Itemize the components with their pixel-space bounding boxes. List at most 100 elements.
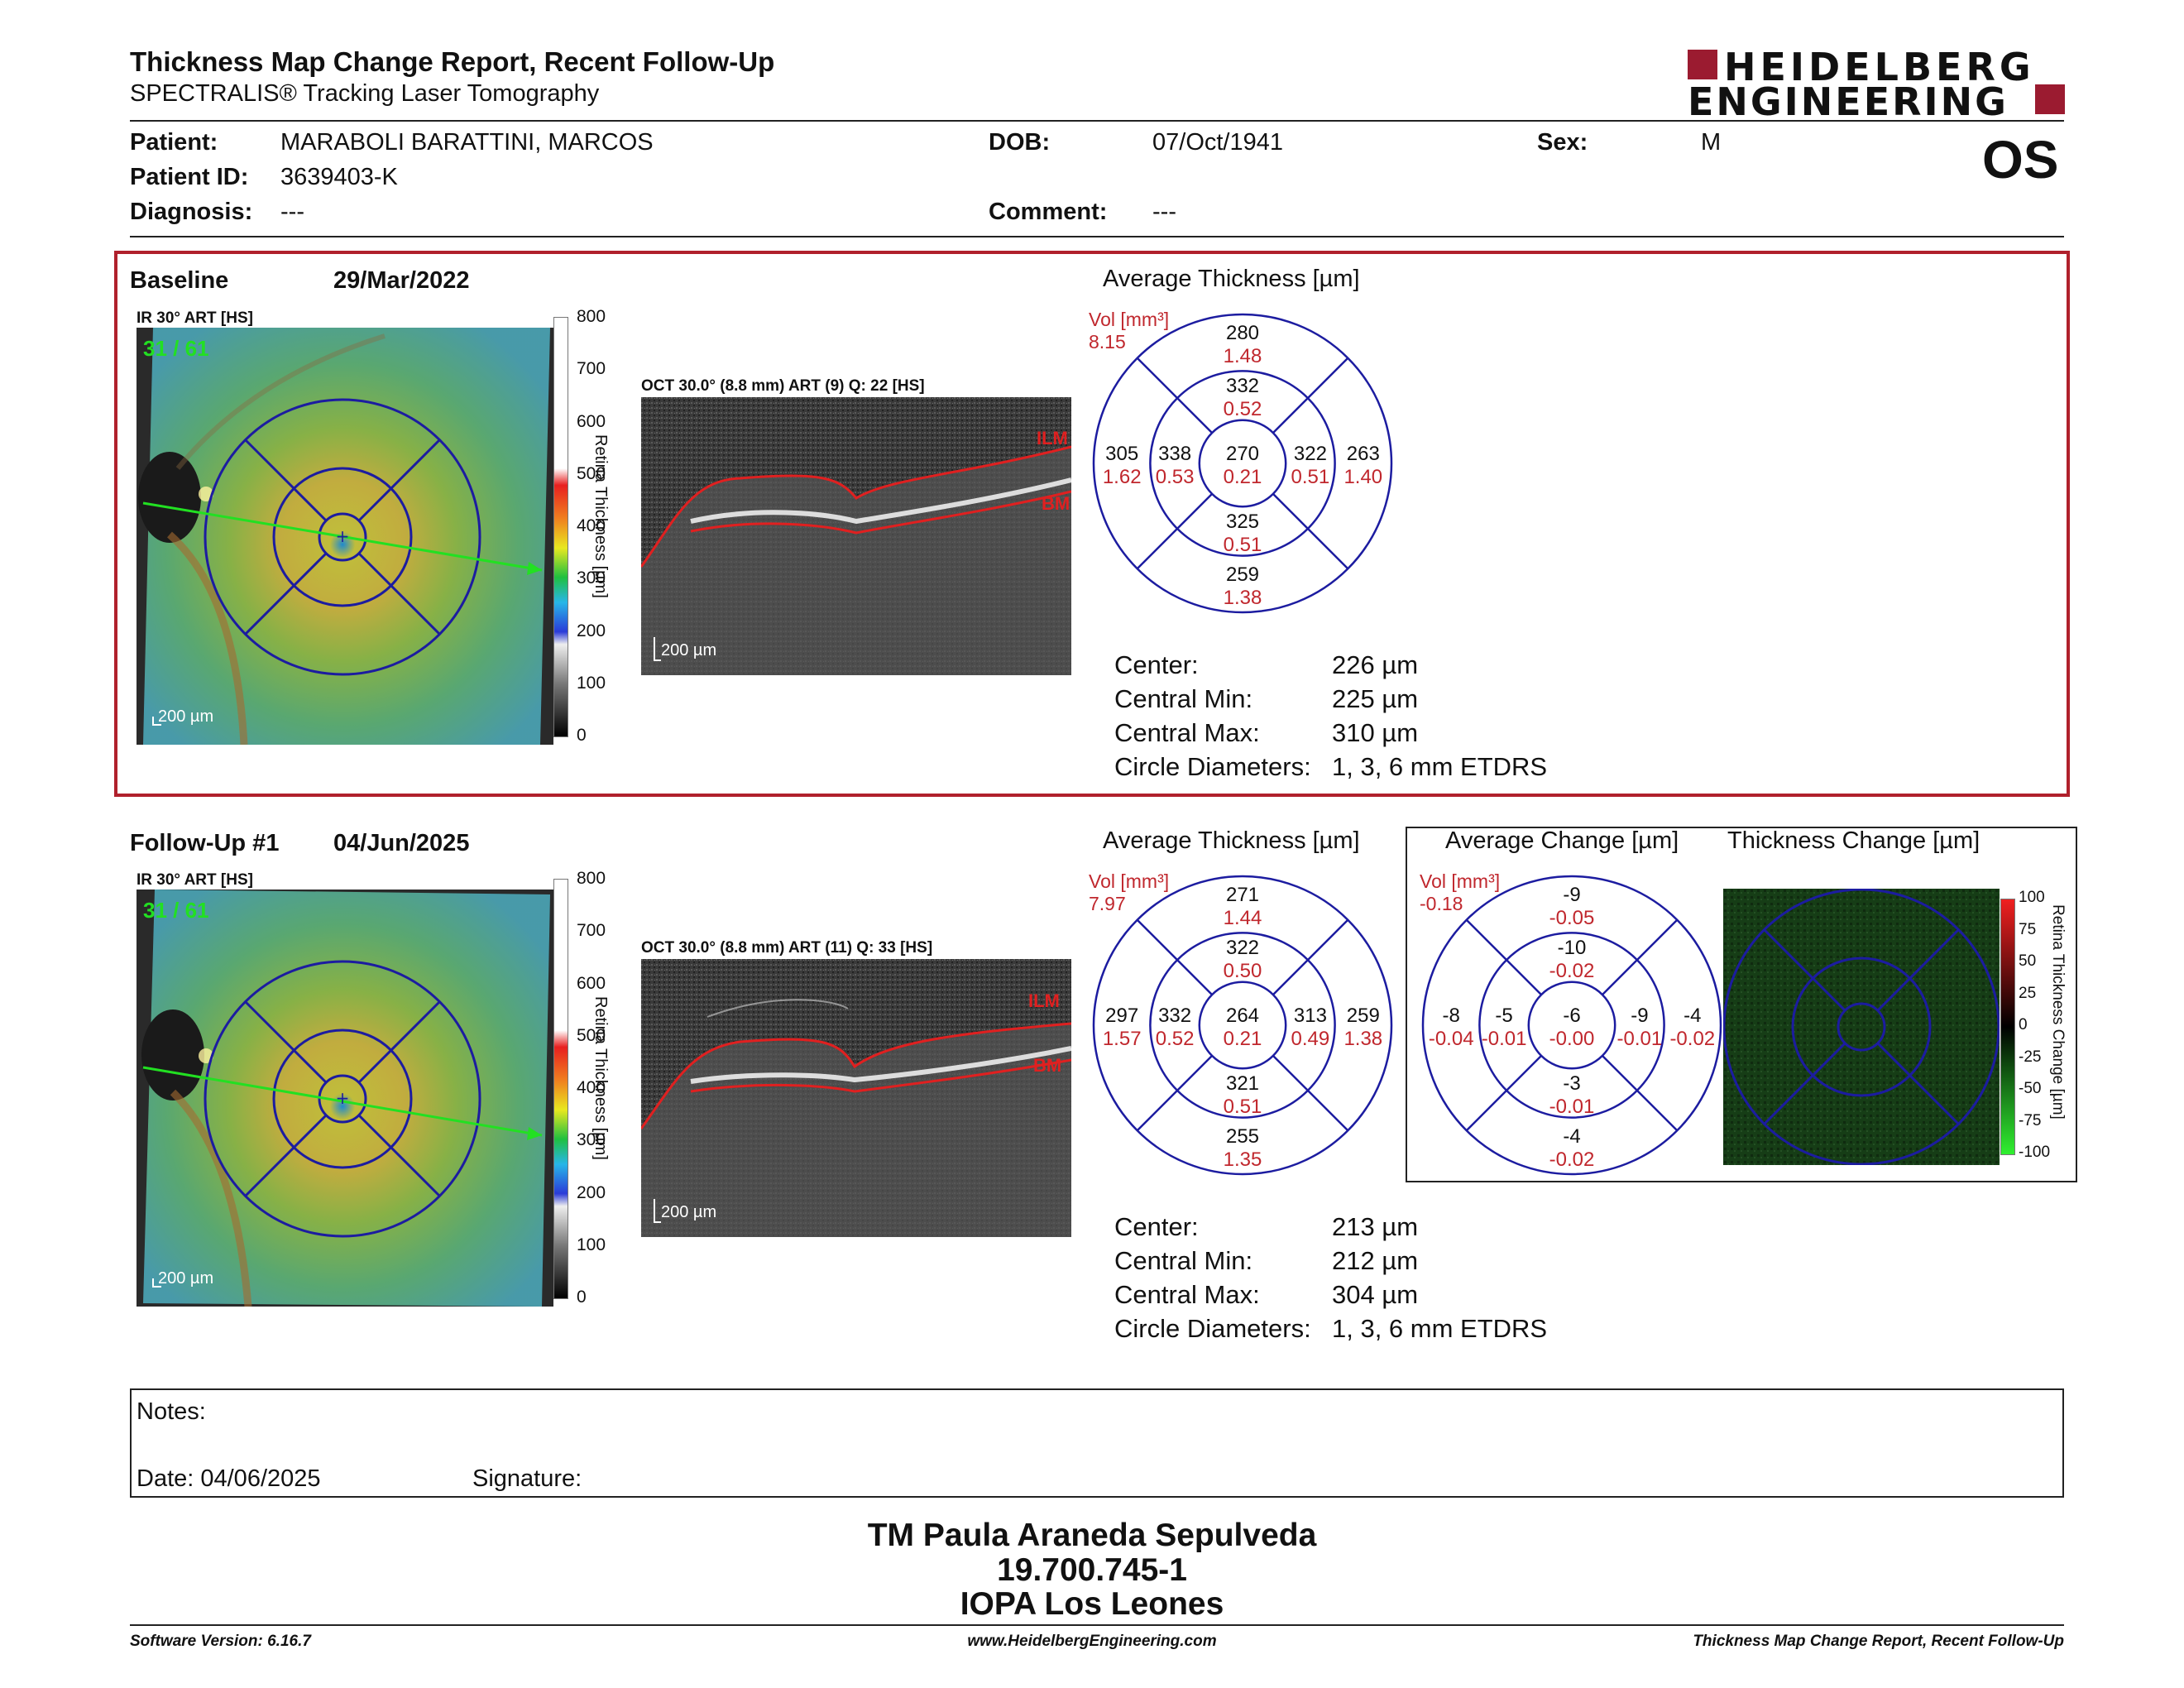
oct-scale: 200 µm [661, 641, 716, 659]
patient-label: Patient: [130, 129, 218, 156]
colorbar-tick: -25 [2019, 1048, 2042, 1066]
stat-value: 304 µm [1332, 1280, 1419, 1309]
etdrs-volume-value: 1.38 [1343, 1028, 1382, 1050]
etdrs-thickness-value: -5 [1495, 1005, 1512, 1027]
etdrs-volume-value: -0.01 [1482, 1028, 1527, 1050]
etdrs-volume-value: -0.01 [1617, 1028, 1663, 1050]
stat-label: Central Max: [1114, 1280, 1260, 1309]
colorbar-title: Retina Thickness [µm] [592, 996, 610, 1160]
stat-label: Central Min: [1114, 1246, 1253, 1275]
etdrs-thickness-value: -6 [1563, 1005, 1580, 1027]
notes-box[interactable] [130, 1388, 2064, 1498]
etdrs-thickness-value: -9 [1631, 1005, 1648, 1027]
stat-value: 213 µm [1332, 1212, 1419, 1241]
colorbar-tick: 0 [577, 726, 587, 745]
stat-value: 310 µm [1332, 718, 1419, 747]
etdrs-thickness-value: 313 [1294, 1005, 1327, 1027]
etdrs-thickness-value: 270 [1226, 443, 1259, 465]
colorbar-tick: 0 [2019, 1016, 2028, 1033]
followup-label: Follow-Up #1 [130, 830, 280, 856]
colorbar-tick: 0 [577, 1288, 587, 1307]
colorbar-title: Retina Thickness [µm] [592, 434, 610, 598]
signer-place: IOPA Los Leones [960, 1586, 1224, 1622]
colorbar-tick: 50 [2019, 952, 2037, 970]
etdrs-volume-value: 1.57 [1103, 1028, 1142, 1050]
followup-etdrs-grid: 2711.443220.502551.353210.512971.573320.… [1089, 870, 1393, 1176]
stat-label: Central Max: [1114, 718, 1260, 747]
dob-label: DOB: [989, 129, 1051, 156]
bm-label: BM [1042, 493, 1070, 514]
etdrs-volume-value: -0.02 [1549, 960, 1595, 982]
diagnosis-label: Diagnosis: [130, 199, 253, 225]
thickness-colorbar [553, 879, 568, 1299]
etdrs-thickness-value: 297 [1105, 1005, 1138, 1027]
vol-value: 7.97 [1089, 893, 1126, 914]
colorbar-tick: 75 [2019, 920, 2037, 938]
colorbar-tick: 300 [577, 1130, 606, 1150]
colorbar-tick: 400 [577, 1078, 606, 1097]
stat-value: 226 µm [1332, 650, 1419, 679]
etdrs-thickness-value: -9 [1563, 884, 1580, 906]
etdrs-thickness-value: 280 [1226, 322, 1259, 344]
colorbar-tick: 200 [577, 621, 606, 640]
etdrs-volume-value: 0.53 [1156, 466, 1195, 488]
etdrs-thickness-value: 259 [1347, 1005, 1380, 1027]
etdrs-thickness-value: -8 [1443, 1005, 1460, 1027]
change-colorbar-title: Retina Thickness Change [µm] [2049, 904, 2067, 1120]
change-panel [1406, 827, 2077, 1182]
diagnosis-value: --- [280, 199, 304, 225]
baseline-oct-scan: ILM BM 200 µm [641, 397, 1071, 675]
stat-label: Center: [1114, 1212, 1199, 1241]
etdrs-thickness-value: -4 [1684, 1005, 1701, 1027]
colorbar-tick: -100 [2019, 1144, 2051, 1161]
colorbar-tick: 700 [577, 359, 606, 379]
stat-label: Circle Diameters: [1114, 1314, 1311, 1343]
etdrs-thickness-value: 321 [1226, 1072, 1259, 1095]
colorbar-tick: -75 [2019, 1111, 2042, 1129]
etdrs-volume-value: 0.50 [1224, 960, 1262, 982]
oct-scale: 200 µm [661, 1203, 716, 1221]
vol-label: Vol [mm³] [1420, 870, 1500, 892]
notes-date: Date: 04/06/2025 [136, 1465, 321, 1492]
vol-label: Vol [mm³] [1089, 309, 1169, 330]
etdrs-thickness-value: 332 [1226, 375, 1259, 397]
followup-oct-scan: ILM BM 200 µm [641, 959, 1071, 1237]
stat-label: Circle Diameters: [1114, 752, 1311, 781]
stat-label: Central Min: [1114, 684, 1253, 713]
vol-value: 8.15 [1089, 331, 1126, 352]
avg-change-title: Average Change [µm] [1445, 827, 1679, 854]
etdrs-volume-value: -0.01 [1549, 1096, 1595, 1118]
sex-label: Sex: [1537, 129, 1588, 156]
etdrs-volume-value: 1.35 [1224, 1149, 1262, 1171]
thickness-colorbar [553, 317, 568, 737]
colorbar-tick: 300 [577, 568, 606, 588]
etdrs-thickness-value: -3 [1563, 1072, 1580, 1095]
baseline-date: 29/Mar/2022 [333, 267, 470, 294]
heidelberg-logo: HEIDELBERG ENGINEERING [1688, 45, 2065, 124]
etdrs-volume-value: 0.52 [1156, 1028, 1195, 1050]
colorbar-tick: 100 [2019, 889, 2045, 906]
etdrs-thickness-value: -4 [1563, 1125, 1580, 1148]
footer-report-name: Thickness Map Change Report, Recent Foll… [1693, 1633, 2064, 1650]
etdrs-volume-value: -0.02 [1669, 1028, 1715, 1050]
baseline-fundus-map: + 31 / 61 200 µm [136, 328, 553, 745]
stat-value: 1, 3, 6 mm ETDRS [1332, 752, 1548, 781]
stat-label: Center: [1114, 650, 1199, 679]
colorbar-tick: 25 [2019, 984, 2037, 1002]
colorbar-tick: 500 [577, 1025, 606, 1045]
thickness-change-map [1723, 889, 2000, 1165]
patient-name: MARABOLI BARATTINI, MARCOS [280, 129, 654, 156]
etdrs-volume-value: 1.44 [1224, 907, 1262, 929]
change-colorbar [2000, 899, 2015, 1155]
stat-value: 1, 3, 6 mm ETDRS [1332, 1314, 1548, 1343]
bm-label: BM [1033, 1055, 1061, 1076]
etdrs-thickness-value: -10 [1558, 937, 1587, 959]
colorbar-tick: 400 [577, 516, 606, 535]
signer-rut: 19.700.745-1 [997, 1552, 1187, 1588]
etdrs-thickness-value: 338 [1158, 443, 1191, 465]
baseline-label: Baseline [130, 267, 229, 294]
software-version: Software Version: 6.16.7 [130, 1633, 311, 1650]
notes-label: Notes: [136, 1398, 206, 1425]
baseline-panel [114, 251, 2070, 797]
website-link[interactable]: www.HeidelbergEngineering.com [967, 1633, 1217, 1650]
